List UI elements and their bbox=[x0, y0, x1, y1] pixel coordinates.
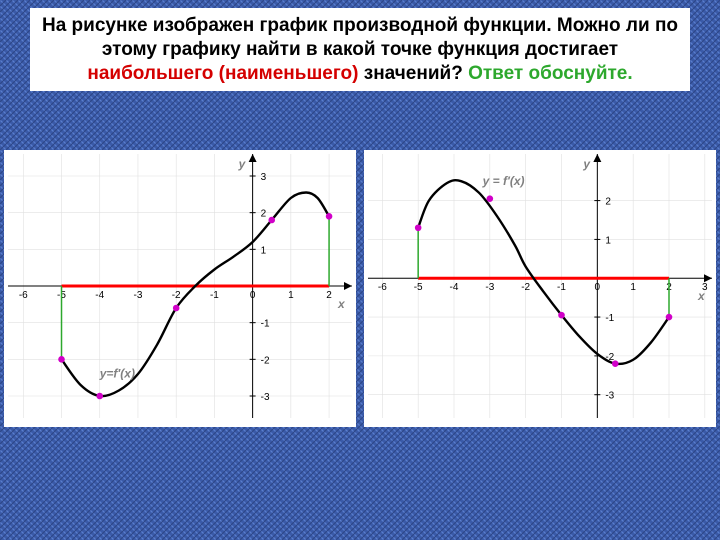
svg-text:x: x bbox=[337, 297, 346, 311]
svg-text:x: x bbox=[697, 289, 706, 303]
svg-text:1: 1 bbox=[605, 235, 611, 246]
chart-1: -6-5-4-3-2-1012-3-2-1123xyy=f′(x) bbox=[4, 150, 356, 427]
svg-text:1: 1 bbox=[288, 290, 294, 301]
svg-text:0: 0 bbox=[595, 282, 601, 293]
svg-text:-1: -1 bbox=[210, 290, 219, 301]
svg-text:-1: -1 bbox=[605, 313, 614, 324]
svg-text:2: 2 bbox=[605, 197, 611, 208]
svg-text:1: 1 bbox=[630, 282, 636, 293]
svg-text:-2: -2 bbox=[172, 290, 181, 301]
svg-text:1: 1 bbox=[261, 245, 267, 256]
svg-text:-3: -3 bbox=[485, 282, 494, 293]
chart-1-svg: -6-5-4-3-2-1012-3-2-1123xyy=f′(x) bbox=[8, 154, 352, 418]
svg-text:2: 2 bbox=[326, 290, 332, 301]
svg-text:-2: -2 bbox=[261, 355, 270, 366]
svg-text:-1: -1 bbox=[557, 282, 566, 293]
chart-2-svg: -6-5-4-3-2-10123-3-2-112xyy = f′(x) bbox=[368, 154, 712, 418]
svg-text:y = f′(x): y = f′(x) bbox=[482, 174, 525, 188]
title-text: На рисунке изображен график производной … bbox=[42, 15, 678, 84]
svg-text:y: y bbox=[582, 157, 591, 171]
svg-text:-3: -3 bbox=[134, 290, 143, 301]
svg-text:-4: -4 bbox=[95, 290, 104, 301]
svg-text:y=f′(x): y=f′(x) bbox=[99, 367, 135, 381]
svg-text:y: y bbox=[238, 157, 247, 171]
charts-row: -6-5-4-3-2-1012-3-2-1123xyy=f′(x) -6-5-4… bbox=[4, 150, 716, 427]
svg-text:-2: -2 bbox=[521, 282, 530, 293]
svg-text:-5: -5 bbox=[414, 282, 423, 293]
slide: На рисунке изображен график производной … bbox=[0, 0, 720, 540]
svg-text:-4: -4 bbox=[450, 282, 459, 293]
svg-text:-3: -3 bbox=[605, 391, 614, 402]
svg-text:3: 3 bbox=[261, 172, 267, 183]
svg-text:2: 2 bbox=[261, 209, 267, 220]
svg-text:0: 0 bbox=[250, 290, 256, 301]
svg-text:-3: -3 bbox=[261, 392, 270, 403]
svg-text:-6: -6 bbox=[19, 290, 28, 301]
svg-text:-6: -6 bbox=[378, 282, 387, 293]
svg-text:-1: -1 bbox=[261, 319, 270, 330]
title-box: На рисунке изображен график производной … bbox=[30, 8, 690, 91]
chart-2: -6-5-4-3-2-10123-3-2-112xyy = f′(x) bbox=[364, 150, 716, 427]
